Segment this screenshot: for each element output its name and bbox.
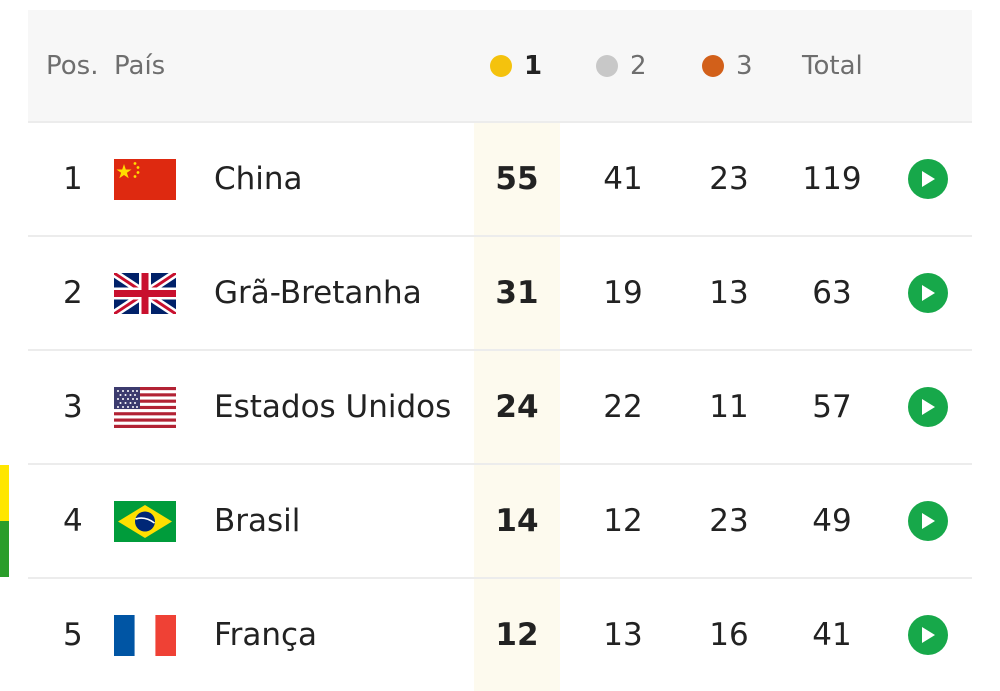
bronze-count: 13 (709, 275, 749, 311)
flag-uk-icon (114, 237, 176, 349)
country-name[interactable]: França (214, 617, 318, 653)
bronze-medal-icon (702, 54, 724, 77)
silver-count: 22 (603, 389, 643, 425)
bronze-count: 23 (709, 503, 749, 539)
silver-count: 13 (603, 617, 643, 653)
bronze-count: 11 (709, 389, 749, 425)
bronze-count: 23 (709, 161, 749, 197)
row-position: 5 (63, 617, 83, 653)
table-row[interactable]: 5 França 12 13 16 41 (28, 579, 972, 691)
country-name[interactable]: Brasil (214, 503, 301, 539)
table-row[interactable]: 3 (28, 351, 972, 465)
gold-medal-icon (490, 54, 512, 77)
table-row-highlighted[interactable]: 4 Brasil 14 12 23 49 (0, 465, 972, 579)
header-bronze[interactable]: 3 (702, 10, 753, 121)
total-count: 57 (812, 389, 852, 425)
table-header: Pos. País 1 2 3 Total (28, 10, 972, 123)
country-name[interactable]: Estados Unidos (214, 389, 452, 425)
header-silver-label: 2 (630, 50, 647, 81)
play-button[interactable] (908, 501, 948, 541)
table-row[interactable]: 1 China 55 41 23 119 (28, 123, 972, 237)
silver-count: 12 (603, 503, 643, 539)
gold-count: 14 (495, 503, 539, 539)
play-button[interactable] (908, 273, 948, 313)
header-bronze-label: 3 (736, 50, 753, 81)
silver-medal-icon (596, 54, 618, 77)
gold-count: 55 (495, 161, 539, 197)
row-position: 2 (63, 275, 83, 311)
silver-count: 41 (603, 161, 643, 197)
gold-count: 24 (495, 389, 539, 425)
play-icon (922, 399, 935, 415)
flag-brazil-icon (114, 465, 176, 577)
flag-usa-icon (114, 351, 176, 463)
header-gold-label: 1 (524, 50, 543, 81)
table-row[interactable]: 2 Grã-Bretanha 31 19 13 63 (28, 237, 972, 351)
play-icon (922, 513, 935, 529)
total-count: 41 (812, 617, 852, 653)
country-name[interactable]: China (214, 161, 303, 197)
medal-table: Pos. País 1 2 3 Total 1 (0, 10, 972, 691)
total-count: 49 (812, 503, 852, 539)
country-name[interactable]: Grã-Bretanha (214, 275, 422, 311)
flag-china-icon (114, 123, 176, 235)
header-pos: Pos. (46, 50, 99, 81)
header-gold[interactable]: 1 (490, 10, 542, 121)
total-count: 119 (802, 161, 862, 197)
header-total[interactable]: Total (802, 50, 863, 81)
gold-count: 31 (495, 275, 539, 311)
play-button[interactable] (908, 615, 948, 655)
bronze-count: 16 (709, 617, 749, 653)
row-position: 3 (63, 389, 83, 425)
flag-france-icon (114, 579, 176, 691)
play-icon (922, 627, 935, 643)
gold-column-highlight (474, 123, 560, 691)
row-position: 4 (63, 503, 83, 539)
row-position: 1 (63, 161, 83, 197)
total-count: 63 (812, 275, 852, 311)
play-button[interactable] (908, 387, 948, 427)
play-button[interactable] (908, 159, 948, 199)
play-icon (922, 171, 935, 187)
silver-count: 19 (603, 275, 643, 311)
play-icon (922, 285, 935, 301)
gold-count: 12 (495, 617, 539, 653)
header-silver[interactable]: 2 (596, 10, 647, 121)
header-country: País (114, 50, 166, 81)
brazil-accent-bar (0, 465, 9, 577)
